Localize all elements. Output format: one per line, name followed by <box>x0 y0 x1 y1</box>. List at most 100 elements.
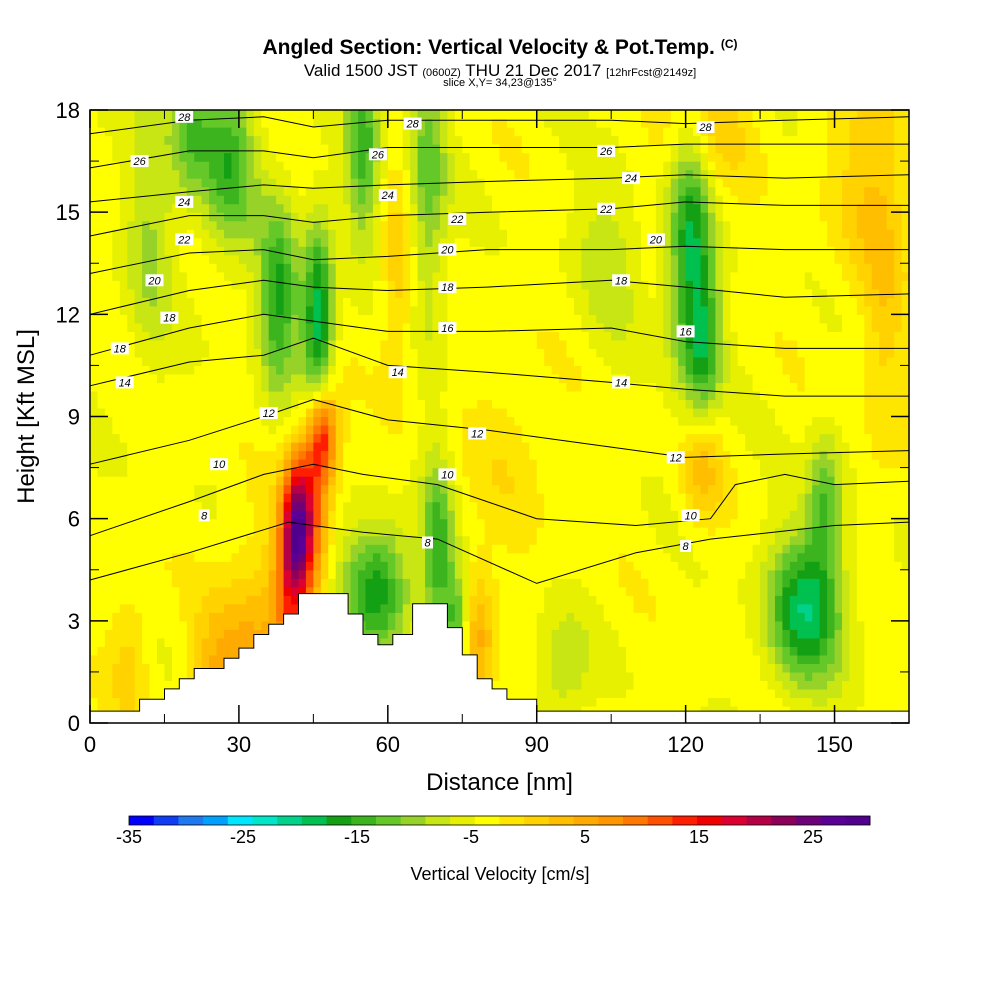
velocity-cell <box>298 578 307 588</box>
velocity-cell <box>492 425 501 435</box>
velocity-cell <box>856 620 865 630</box>
velocity-cell <box>663 399 672 409</box>
velocity-cell <box>804 382 813 392</box>
velocity-cell <box>402 339 411 349</box>
velocity-cell <box>157 535 166 545</box>
velocity-cell <box>201 373 210 384</box>
velocity-cell <box>566 339 575 349</box>
velocity-cell <box>603 425 612 435</box>
velocity-cell <box>238 382 247 392</box>
velocity-cell <box>611 510 620 520</box>
velocity-cell <box>618 527 627 537</box>
velocity-cell <box>253 510 262 520</box>
velocity-cell <box>834 544 843 554</box>
velocity-cell <box>715 680 724 690</box>
velocity-cell <box>268 510 277 520</box>
velocity-cell <box>678 663 687 673</box>
velocity-cell <box>693 578 702 588</box>
velocity-cell <box>603 544 612 554</box>
velocity-cell <box>640 373 650 384</box>
velocity-cell <box>112 450 121 460</box>
velocity-cell <box>157 373 166 384</box>
velocity-cell <box>469 518 478 528</box>
velocity-cell <box>886 339 895 349</box>
velocity-cell <box>536 595 545 605</box>
velocity-cell <box>186 595 195 605</box>
velocity-cell <box>819 484 828 494</box>
velocity-cell <box>253 433 262 443</box>
velocity-cell <box>640 620 650 630</box>
velocity-cell <box>566 637 575 647</box>
velocity-cell <box>209 561 218 571</box>
velocity-cell <box>246 450 255 460</box>
velocity-cell <box>410 484 419 494</box>
velocity-cell <box>573 373 582 384</box>
velocity-cell <box>521 450 530 460</box>
velocity-cell <box>179 339 188 349</box>
velocity-cell <box>901 569 910 579</box>
velocity-cell <box>707 654 717 664</box>
velocity-cell <box>477 518 486 528</box>
velocity-cell <box>104 629 113 639</box>
velocity-cell <box>201 569 210 579</box>
velocity-cell <box>693 697 702 707</box>
velocity-cell <box>856 535 865 545</box>
velocity-cell <box>566 510 575 520</box>
velocity-cell <box>611 544 620 554</box>
velocity-cell <box>201 637 210 647</box>
velocity-cell <box>90 535 99 545</box>
velocity-cell <box>841 637 851 647</box>
velocity-cell <box>864 501 873 511</box>
velocity-cell <box>596 527 605 537</box>
velocity-cell <box>774 407 784 418</box>
velocity-cell <box>395 603 404 613</box>
velocity-cell <box>678 629 687 639</box>
velocity-cell <box>693 535 702 545</box>
velocity-cell <box>856 654 865 664</box>
velocity-cell <box>238 586 247 596</box>
velocity-cell <box>827 442 836 452</box>
velocity-cell <box>97 510 106 520</box>
velocity-cell <box>484 620 493 630</box>
velocity-cell <box>707 416 717 426</box>
velocity-cell <box>365 399 374 409</box>
velocity-cell <box>261 416 270 426</box>
velocity-cell <box>224 331 233 341</box>
velocity-cell <box>603 348 612 358</box>
velocity-cell <box>804 484 813 494</box>
velocity-cell <box>544 637 553 647</box>
velocity-cell <box>499 407 508 418</box>
velocity-cell <box>231 569 240 579</box>
velocity-cell <box>365 510 374 520</box>
velocity-cell <box>655 425 664 435</box>
velocity-cell <box>737 433 746 443</box>
velocity-cell <box>313 399 322 409</box>
velocity-cell <box>901 612 910 622</box>
velocity-cell <box>231 331 240 341</box>
velocity-cell <box>462 467 471 477</box>
velocity-cell <box>410 407 419 418</box>
velocity-cell <box>104 510 113 520</box>
velocity-cell <box>864 629 873 639</box>
velocity-cell <box>462 535 471 545</box>
velocity-cell <box>715 654 724 664</box>
velocity-cell <box>856 348 865 358</box>
velocity-cell <box>841 569 851 579</box>
velocity-cell <box>782 697 791 707</box>
velocity-cell <box>417 561 426 571</box>
velocity-cell <box>134 697 143 707</box>
velocity-cell <box>573 629 582 639</box>
velocity-cell <box>157 356 166 367</box>
velocity-cell <box>819 365 828 375</box>
velocity-cell <box>745 501 754 511</box>
velocity-cell <box>812 348 821 358</box>
velocity-cell <box>224 612 233 622</box>
velocity-cell <box>581 425 590 435</box>
velocity-cell <box>209 365 218 375</box>
velocity-cell <box>298 331 307 341</box>
velocity-cell <box>551 688 560 699</box>
velocity-cell <box>693 680 702 690</box>
velocity-cell <box>246 535 255 545</box>
velocity-cell <box>648 450 657 460</box>
velocity-cell <box>462 578 471 588</box>
